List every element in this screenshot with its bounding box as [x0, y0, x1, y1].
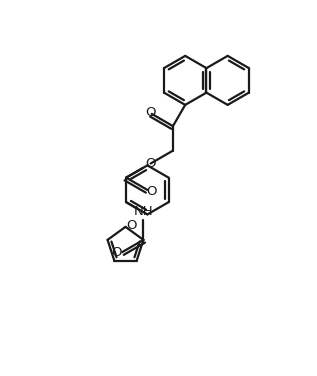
Text: O: O: [145, 106, 155, 119]
Text: NH: NH: [134, 205, 153, 218]
Text: O: O: [126, 219, 137, 232]
Text: O: O: [111, 246, 122, 259]
Text: O: O: [146, 185, 156, 198]
Text: O: O: [145, 157, 155, 170]
